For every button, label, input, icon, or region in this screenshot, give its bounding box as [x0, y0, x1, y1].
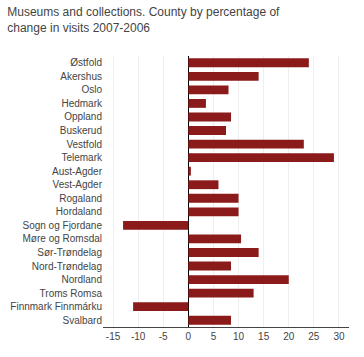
svg-text:Svalbard: Svalbard	[63, 315, 102, 326]
svg-text:10: 10	[233, 331, 245, 342]
svg-text:15: 15	[258, 331, 270, 342]
svg-text:Museums and collections. Count: Museums and collections. County by perce…	[7, 5, 280, 35]
svg-text:Vestfold: Vestfold	[66, 139, 102, 150]
svg-text:Sør-Trøndelag: Sør-Trøndelag	[37, 247, 102, 258]
svg-text:0: 0	[186, 331, 192, 342]
svg-text:Aust-Agder: Aust-Agder	[52, 166, 103, 177]
svg-text:25: 25	[308, 331, 320, 342]
svg-text:Rogaland: Rogaland	[59, 193, 102, 204]
svg-text:5: 5	[211, 331, 217, 342]
svg-text:Hedmark: Hedmark	[61, 98, 103, 109]
svg-text:30: 30	[333, 331, 345, 342]
svg-text:Buskerud: Buskerud	[60, 125, 102, 136]
svg-text:Vest-Agder: Vest-Agder	[53, 179, 103, 190]
svg-text:Akershus: Akershus	[60, 71, 102, 82]
svg-text:Nordland: Nordland	[61, 274, 102, 285]
svg-text:Nord-Trøndelag: Nord-Trøndelag	[32, 261, 102, 272]
svg-text:-15: -15	[106, 331, 121, 342]
svg-text:-10: -10	[131, 331, 146, 342]
svg-text:Østfold: Østfold	[70, 57, 102, 68]
svg-text:Oppland: Oppland	[64, 111, 102, 122]
svg-text:Hordaland: Hordaland	[56, 206, 102, 217]
svg-text:-5: -5	[159, 331, 168, 342]
svg-text:Telemark: Telemark	[61, 152, 103, 163]
svg-text:Troms Romsa: Troms Romsa	[40, 288, 103, 299]
svg-text:20: 20	[283, 331, 295, 342]
svg-text:Møre og Romsdal: Møre og Romsdal	[23, 233, 102, 244]
svg-text:Oslo: Oslo	[81, 84, 102, 95]
svg-text:Sogn og Fjordane: Sogn og Fjordane	[22, 220, 102, 231]
svg-text:Finnmark Finnmárku: Finnmark Finnmárku	[10, 301, 102, 312]
